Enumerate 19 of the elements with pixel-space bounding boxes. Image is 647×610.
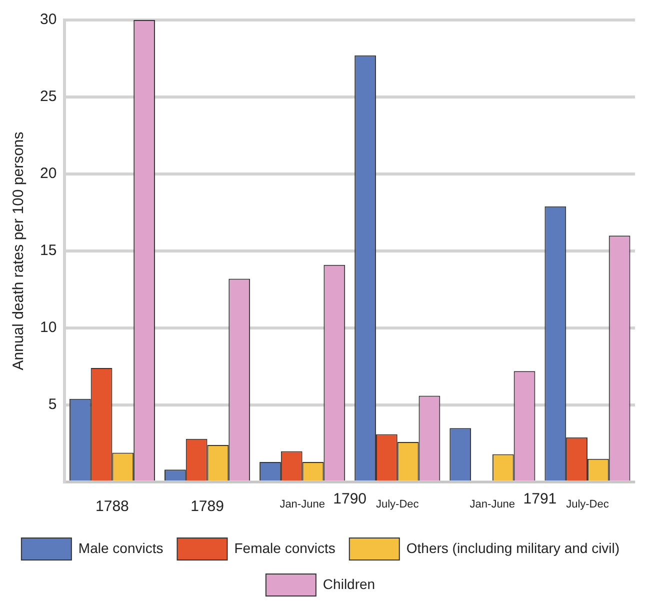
x-tick-label: Jan-June [470,498,516,511]
x-tick-label: 1789 [190,498,224,516]
x-tick-label: July-Dec [376,498,420,511]
y-tick-label: 20 [40,165,57,182]
legend-label: Children [322,576,376,592]
y-tick-label: 10 [40,319,57,336]
x-tick-label: July-Dec [566,498,610,511]
y-tick-label: 30 [40,11,57,28]
text: 1790 [333,490,367,508]
legend-label: Others (including military and civil) [406,540,620,556]
x-tick-label: Jan-June [280,498,325,511]
y-tick-label: 15 [40,242,57,260]
legend-label: Male convicts [78,540,164,556]
y-tick-label: 5 [48,396,57,414]
y-tick-label: 25 [40,88,57,106]
text: 1791 [523,490,557,508]
y-axis-title: Annual death rates per 100 persons [10,132,28,370]
x-tick-label: 1788 [96,498,129,516]
legend-label: Female convicts [234,540,336,556]
